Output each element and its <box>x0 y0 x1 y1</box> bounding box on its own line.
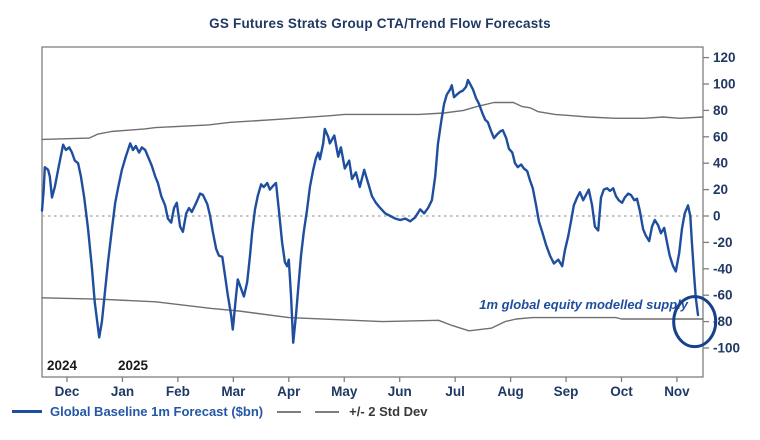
chart-title: GS Futures Strats Group CTA/Trend Flow F… <box>209 16 551 31</box>
x-tick-label: Jan <box>111 384 134 399</box>
y-tick-label: 80 <box>713 103 728 118</box>
legend-forecast-label: Global Baseline 1m Forecast ($bn) <box>50 404 264 419</box>
x-tick-label: Apr <box>277 384 301 399</box>
x-tick-label: Jun <box>388 384 412 399</box>
x-tick-label: Jul <box>445 384 465 399</box>
series-forecast-line <box>40 78 700 344</box>
y-tick-label: 20 <box>713 182 728 197</box>
legend: Global Baseline 1m Forecast ($bn) +/- 2 … <box>12 404 428 419</box>
y-tick-label: -100 <box>713 341 740 356</box>
series-lower-band-line <box>41 297 704 332</box>
annotation-supply-label: 1m global equity modelled supply <box>479 297 689 312</box>
x-tick-label: Sep <box>554 384 579 399</box>
y-tick-label: 120 <box>713 50 736 65</box>
y-tick-label: 0 <box>713 209 721 224</box>
y-tick-label: -80 <box>713 314 733 329</box>
y-tick-label: -60 <box>713 288 733 303</box>
legend-stddev-label: +/- 2 Std Dev <box>349 404 428 419</box>
x-tick-label: Dec <box>55 384 80 399</box>
legend-forecast-line-swatch <box>12 410 42 413</box>
year-label: 2025 <box>118 358 149 373</box>
legend-stddev-dash-swatch <box>277 410 302 413</box>
y-tick-label: 40 <box>713 156 728 171</box>
x-tick-label: Mar <box>221 384 246 399</box>
y-tick-label: 60 <box>713 129 728 144</box>
x-tick-label: Nov <box>664 384 690 399</box>
legend-stddev-dash-swatch <box>315 410 340 413</box>
y-tick-label: 100 <box>713 77 736 92</box>
x-tick-label: Feb <box>166 384 190 399</box>
plot-border <box>41 46 704 378</box>
x-tick-label: Aug <box>497 384 523 399</box>
y-tick-label: -40 <box>713 261 733 276</box>
y-tick-label: -20 <box>713 235 733 250</box>
annotation-layer <box>672 295 718 349</box>
year-label: 2024 <box>47 358 78 373</box>
x-tick-label: Oct <box>610 384 633 399</box>
x-tick-label: May <box>331 384 358 399</box>
plot-layers: Dec Jan Feb Mar Apr May Jun Jul Aug Sep Oct Nov 2024… <box>40 46 740 399</box>
annotation-ellipse <box>672 295 718 349</box>
series-upper-band-line <box>41 101 704 141</box>
